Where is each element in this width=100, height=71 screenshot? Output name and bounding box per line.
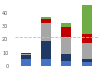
Bar bbox=[82, 43, 92, 59]
Bar bbox=[82, 5, 92, 34]
Bar bbox=[41, 23, 51, 41]
Bar bbox=[41, 41, 51, 59]
Bar bbox=[41, 59, 51, 66]
Bar bbox=[61, 37, 72, 54]
Bar bbox=[41, 19, 51, 23]
Bar bbox=[21, 55, 31, 59]
Bar bbox=[61, 23, 72, 27]
Bar bbox=[61, 54, 72, 61]
Bar bbox=[82, 59, 92, 62]
Bar bbox=[82, 62, 92, 66]
Bar bbox=[61, 27, 72, 37]
Bar bbox=[82, 34, 92, 43]
Bar bbox=[21, 53, 31, 54]
Bar bbox=[61, 61, 72, 66]
Bar bbox=[21, 54, 31, 55]
Bar bbox=[41, 17, 51, 19]
Bar bbox=[21, 59, 31, 66]
